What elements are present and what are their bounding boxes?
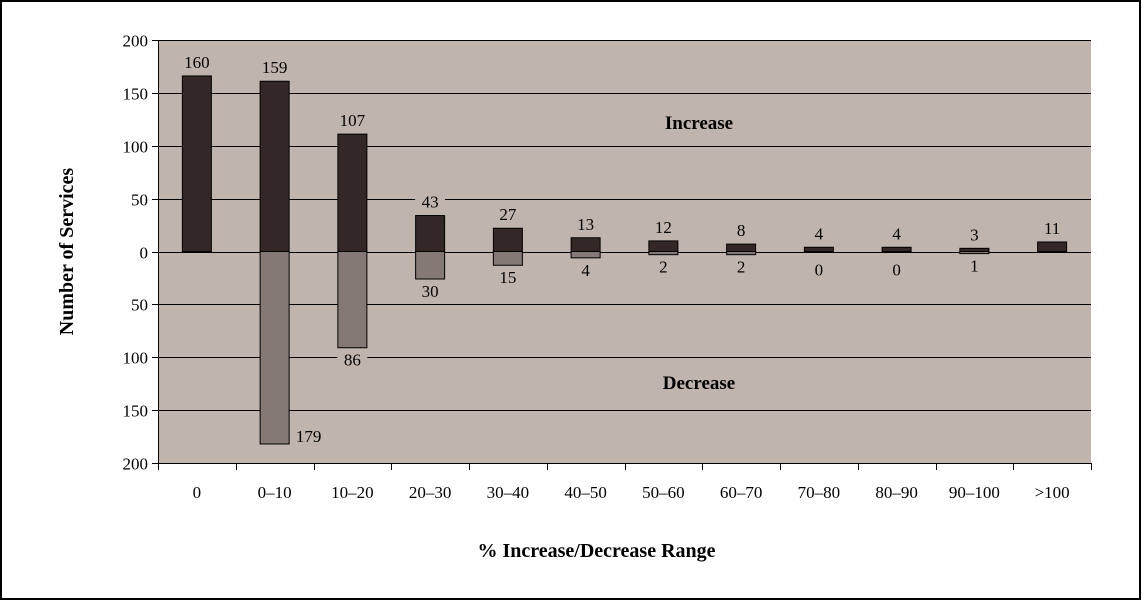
data-label-decrease: 4 — [581, 261, 590, 280]
data-label-increase: 107 — [340, 111, 366, 130]
bar-decrease — [726, 251, 757, 256]
bar-increase — [803, 246, 834, 253]
x-tick-label: 30–40 — [487, 483, 530, 502]
data-label-bg — [415, 193, 446, 212]
bars — [181, 75, 1068, 445]
bar-decrease — [259, 251, 290, 445]
data-label-increase: 43 — [422, 193, 439, 212]
bar-decrease — [570, 251, 601, 259]
data-label-increase: 12 — [655, 218, 672, 237]
x-tick-label: 0–10 — [258, 483, 292, 502]
data-label-decrease: 2 — [737, 258, 746, 277]
y-tick-label: 150 — [123, 402, 149, 421]
x-tick-label: 90–100 — [949, 483, 1000, 502]
data-label-bg — [337, 351, 368, 370]
data-label-increase: 159 — [262, 58, 288, 77]
x-tick-label: >100 — [1035, 483, 1070, 502]
axes — [152, 40, 1092, 470]
x-tick-label: 40–50 — [564, 483, 607, 502]
y-tick-label: 100 — [123, 349, 149, 368]
data-label-decrease: 0 — [892, 261, 901, 280]
data-label-decrease: 15 — [499, 268, 516, 287]
y-tick-label: 0 — [140, 244, 149, 263]
bar-increase — [181, 75, 212, 252]
data-label-increase: 11 — [1044, 219, 1060, 238]
y-axis-label: Number of Services — [56, 168, 78, 336]
data-label-increase: 27 — [499, 205, 517, 224]
bar-increase — [648, 240, 679, 253]
bar-increase — [259, 80, 290, 253]
data-label-increase: 3 — [970, 225, 979, 244]
data-label-increase: 8 — [737, 221, 746, 240]
bar-increase — [337, 133, 368, 252]
bar-increase — [1037, 241, 1068, 252]
data-label-decrease: 86 — [344, 351, 361, 370]
x-tick-label: 60–70 — [720, 483, 763, 502]
data-label-increase: 4 — [892, 224, 901, 243]
y-tick-label: 200 — [123, 32, 149, 51]
x-tick-label: 70–80 — [798, 483, 841, 502]
data-label-increase: 4 — [815, 224, 824, 243]
bar-increase — [570, 237, 601, 253]
bar-decrease — [648, 251, 679, 256]
bar-increase — [415, 215, 446, 252]
data-label-bg — [415, 282, 446, 301]
y-tick-label: 200 — [123, 455, 149, 474]
bar-increase — [881, 246, 912, 253]
x-tick-label: 10–20 — [331, 483, 374, 502]
y-tick-label: 100 — [123, 138, 149, 157]
bar-decrease — [337, 251, 368, 349]
bar-increase — [726, 243, 757, 253]
data-label-increase: 13 — [577, 215, 594, 234]
y-tick-label: 150 — [123, 85, 149, 104]
bar-increase — [492, 227, 523, 252]
data-label-decrease: 30 — [422, 282, 439, 301]
bar-decrease — [959, 251, 990, 255]
bar-decrease — [492, 251, 523, 266]
y-tick-label: 50 — [131, 191, 148, 210]
data-label-bg — [492, 206, 523, 225]
plot-area — [158, 40, 1091, 463]
data-label-decrease: 179 — [296, 427, 322, 446]
x-tick-label: 80–90 — [875, 483, 918, 502]
x-tick-label: 50–60 — [642, 483, 685, 502]
x-tick-label: 20–30 — [409, 483, 452, 502]
data-label-increase: 160 — [184, 53, 210, 72]
x-axis-label: % Increase/Decrease Range — [477, 540, 715, 562]
data-label-decrease: 0 — [815, 261, 824, 280]
y-tick-label: 50 — [131, 296, 148, 315]
decrease-annotation: Decrease — [663, 373, 735, 394]
data-label-decrease: 2 — [659, 258, 668, 277]
x-tick-label: 0 — [193, 483, 202, 502]
data-label-decrease: 1 — [970, 257, 979, 276]
bar-decrease — [415, 251, 446, 280]
increase-annotation: Increase — [665, 113, 733, 134]
